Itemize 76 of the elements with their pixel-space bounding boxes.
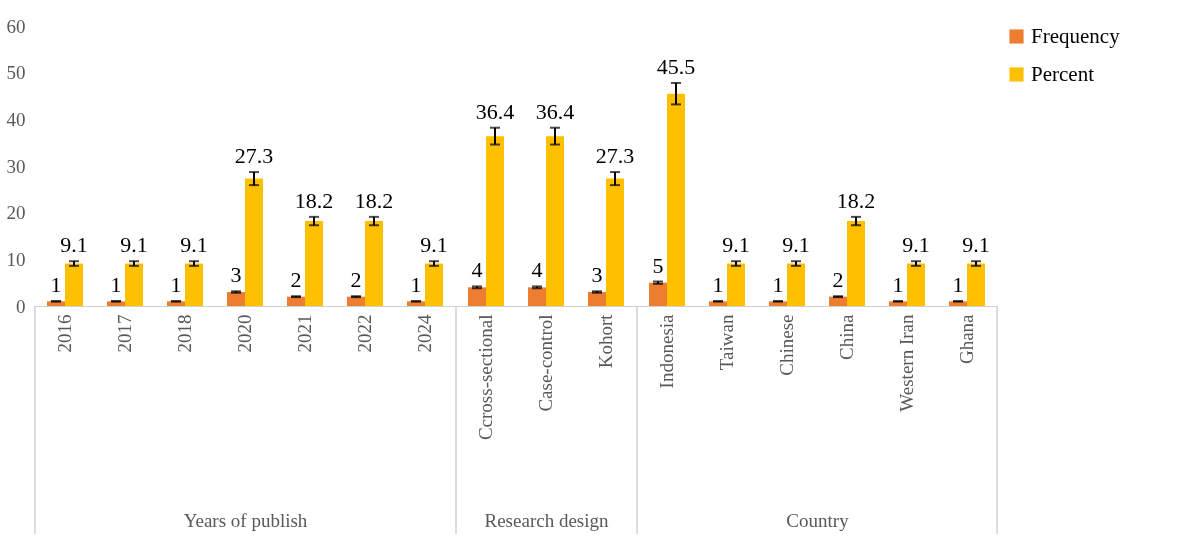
bar [606, 178, 624, 306]
x-tick-label: 2024 [414, 314, 435, 353]
x-tick-label: China [836, 313, 857, 360]
data-label: 9.1 [180, 232, 208, 258]
data-label: 9.1 [902, 232, 930, 258]
bar [245, 178, 263, 306]
data-label: 4 [471, 257, 483, 283]
bar [829, 296, 847, 306]
data-label: 27.3 [234, 143, 274, 169]
x-tick-label: 2018 [174, 314, 195, 353]
data-label: 9.1 [722, 232, 750, 258]
data-label: 4 [531, 257, 543, 283]
y-tick-label: 10 [6, 248, 26, 270]
data-label: 1 [712, 272, 724, 298]
data-label: 1 [892, 272, 904, 298]
data-label: 9.1 [962, 232, 990, 258]
y-tick-label: 20 [6, 202, 26, 224]
data-label: 9.1 [420, 232, 448, 258]
data-label: 3 [230, 262, 242, 288]
x-tick-label: Case-control [535, 314, 556, 412]
data-label: 36.4 [475, 98, 515, 124]
data-label: 1 [50, 272, 62, 298]
legend-label: Frequency [1031, 23, 1121, 48]
data-label: 1 [110, 272, 122, 298]
y-tick-label: 0 [16, 295, 26, 317]
data-label: 9.1 [782, 232, 810, 258]
data-label: 2 [832, 267, 844, 293]
data-label: 3 [591, 262, 603, 288]
data-label: 9.1 [120, 232, 148, 258]
data-label: 5 [652, 252, 664, 278]
data-label: 45.5 [656, 53, 696, 79]
bar [227, 292, 245, 306]
bar [649, 282, 667, 306]
bar [847, 221, 865, 306]
data-label: 1 [170, 272, 182, 298]
bar [365, 221, 383, 306]
x-tick-label: 2017 [114, 314, 135, 353]
bar [546, 136, 564, 306]
x-tick-label: Kohort [595, 313, 616, 369]
x-tick-label: 2022 [354, 314, 375, 353]
bar [528, 287, 546, 306]
bar [347, 296, 365, 306]
y-tick-label: 50 [6, 62, 26, 84]
data-label: 9.1 [60, 232, 88, 258]
x-tick-label: Ccross-sectional [475, 314, 496, 441]
bar [486, 136, 504, 306]
data-label: 27.3 [595, 143, 635, 169]
data-label: 2 [290, 267, 302, 293]
x-tick-label: Chinese [776, 314, 797, 376]
x-tick-label: Western Iran [896, 314, 917, 412]
x-axis-title: Country [786, 509, 850, 531]
x-tick-label: 2016 [54, 314, 75, 353]
y-tick-label: 30 [6, 155, 26, 177]
bar [667, 93, 685, 306]
y-tick-label: 40 [6, 108, 26, 130]
data-label: 18.2 [354, 187, 394, 213]
data-label: 36.4 [535, 98, 575, 124]
y-tick-label: 60 [6, 15, 26, 37]
bar [287, 296, 305, 306]
bar [305, 221, 323, 306]
x-tick-label: 2021 [294, 314, 315, 353]
x-axis-title: Years of publish [183, 509, 308, 531]
x-tick-label: Ghana [956, 313, 977, 365]
x-tick-label: 2020 [234, 314, 255, 353]
data-label: 1 [772, 272, 784, 298]
data-label: 1 [952, 272, 964, 298]
bar [468, 287, 486, 306]
x-tick-label: Indonesia [656, 313, 677, 389]
data-label: 18.2 [294, 187, 334, 213]
data-label: 1 [410, 272, 422, 298]
x-tick-label: Taiwan [716, 314, 737, 371]
x-axis-title: Research design [484, 509, 609, 531]
data-label: 18.2 [836, 187, 876, 213]
legend-label: Percent [1031, 61, 1095, 86]
data-label: 2 [350, 267, 362, 293]
bar [588, 292, 606, 306]
